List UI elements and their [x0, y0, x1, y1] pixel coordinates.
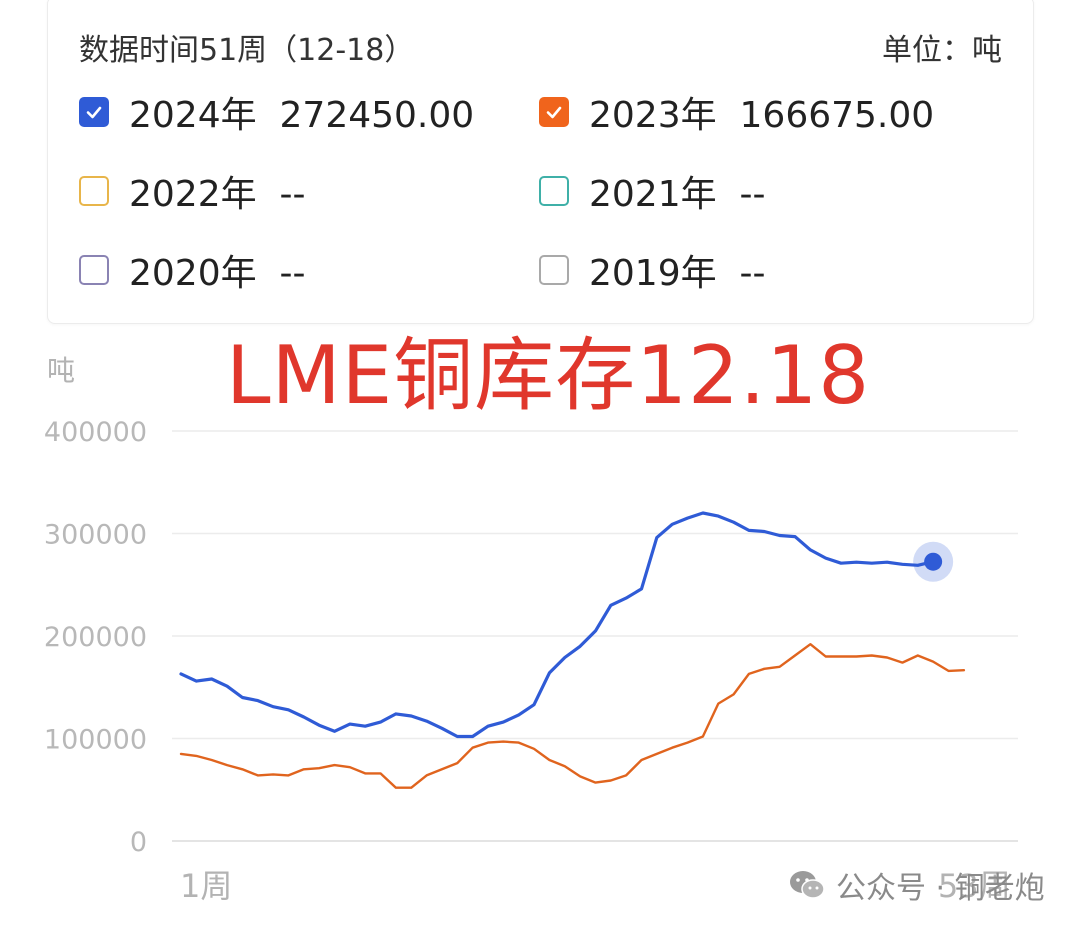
legend-label-2021: 2021年 -- [589, 174, 766, 215]
legend-label-2023: 2023年 166675.00 [589, 95, 935, 136]
y-tick-label: 400000 [44, 417, 147, 448]
watermark: 公众号 · 铜老炮 [786, 862, 1045, 908]
x-tick-label: 1周 [180, 867, 232, 905]
data-range-label: 数据时间51周（12-18） [79, 33, 415, 68]
highlight-point [924, 552, 943, 571]
y-tick-label: 200000 [44, 622, 147, 653]
unit-label: 单位：吨 [882, 33, 1002, 68]
legend-label-2019: 2019年 -- [589, 253, 766, 294]
legend-item-2020[interactable]: 2020年 -- [79, 245, 306, 295]
legend-item-2019[interactable]: 2019年 -- [539, 245, 766, 295]
legend-label-2022: 2022年 -- [129, 174, 306, 215]
wechat-icon [790, 871, 825, 899]
watermark-text: 公众号 · 铜老炮 [836, 871, 1045, 906]
checkbox-2022[interactable] [79, 176, 109, 206]
overlay-title: LME铜库存12.18 [226, 329, 871, 422]
legend-label-2024: 2024年 272450.00 [129, 95, 475, 136]
x-tick-label: 53周 [938, 867, 1011, 905]
y-axis-label: 吨 [47, 354, 75, 387]
legend-item-2023[interactable]: 2023年 166675.00 [539, 87, 934, 137]
legend-item-2021[interactable]: 2021年 -- [539, 166, 766, 216]
series-line-2024年 [179, 511, 935, 739]
y-tick-label: 100000 [44, 725, 147, 756]
checkbox-2023[interactable] [539, 97, 569, 127]
checkbox-2019[interactable] [539, 255, 569, 285]
checkbox-2020[interactable] [79, 255, 109, 285]
legend-label-2020: 2020年 -- [129, 253, 306, 294]
y-tick-label: 0 [130, 827, 147, 858]
checkbox-2021[interactable] [539, 176, 569, 206]
legend-card: 数据时间51周（12-18） 单位：吨 2024年 272450.00 2023… [47, 0, 1034, 324]
legend-item-2024[interactable]: 2024年 272450.00 [79, 87, 474, 137]
legend-item-2022[interactable]: 2022年 -- [79, 166, 306, 216]
checkbox-2024[interactable] [79, 97, 109, 127]
y-tick-label: 300000 [44, 520, 147, 551]
series-line-2023年 [179, 643, 966, 789]
